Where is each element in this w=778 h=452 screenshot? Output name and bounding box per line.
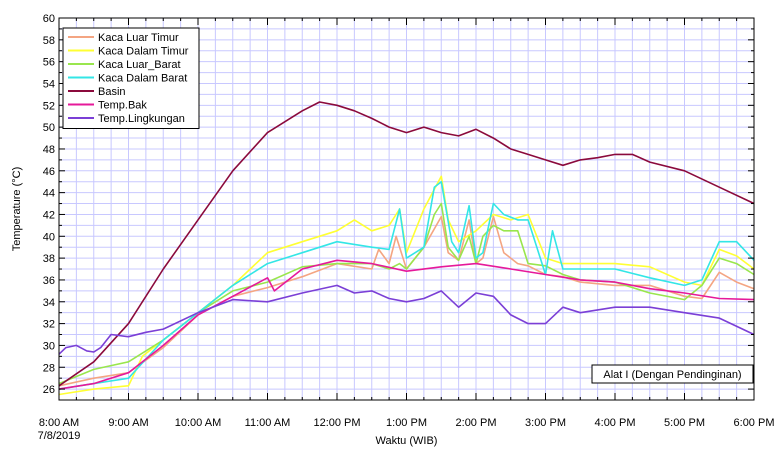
y-tick-label: 52 xyxy=(43,100,55,112)
series-line xyxy=(58,202,755,385)
x-tick-label: 2:00 PM xyxy=(456,417,497,429)
legend-entry: Kaca Luar_Barat xyxy=(98,59,181,71)
y-tick-label: 40 xyxy=(43,231,55,243)
y-tick-label: 44 xyxy=(43,188,55,200)
y-tick-label: 28 xyxy=(43,362,55,374)
legend-entry: Temp.Lingkungan xyxy=(98,113,185,125)
y-tick-label: 46 xyxy=(43,166,55,178)
x-axis-date-label: 7/8/2019 xyxy=(38,430,81,442)
y-tick-label: 60 xyxy=(43,13,55,25)
x-tick-label: 10:00 AM xyxy=(175,417,221,429)
x-tick-label: 1:00 PM xyxy=(386,417,427,429)
legend-entry: Basin xyxy=(98,86,126,98)
annotation: Alat I (Dengan Pendinginan) xyxy=(591,364,754,384)
x-tick-label: 9:00 AM xyxy=(108,417,148,429)
y-tick-label: 56 xyxy=(43,57,55,69)
x-tick-label: 8:00 AM xyxy=(39,417,79,429)
y-tick-label: 38 xyxy=(43,253,55,265)
annotation-text: Alat I (Dengan Pendinginan) xyxy=(603,369,741,381)
y-axis-title: Temperature (°C) xyxy=(11,167,23,251)
x-tick-label: 12:00 PM xyxy=(313,417,360,429)
series-line xyxy=(58,284,755,355)
y-tick-label: 58 xyxy=(43,35,55,47)
y-tick-label: 36 xyxy=(43,275,55,287)
y-tick-label: 50 xyxy=(43,122,55,134)
series-lines xyxy=(58,101,755,396)
x-axis-title: Waktu (WIB) xyxy=(376,435,438,447)
x-tick-label: 4:00 PM xyxy=(595,417,636,429)
legend-entry: Temp.Bak xyxy=(98,100,147,112)
x-tick-label: 11:00 AM xyxy=(245,417,291,429)
series-line xyxy=(58,259,755,390)
x-tick-label: 5:00 PM xyxy=(664,417,705,429)
legend-entry: Kaca Dalam Timur xyxy=(98,46,189,58)
y-tick-label: 48 xyxy=(43,144,55,156)
y-tick-label: 26 xyxy=(43,384,55,396)
y-tick-label: 34 xyxy=(43,297,55,309)
y-axis: 26 28 30 32 34 36 38 40 42 44 46 48 50 52 54 56 58 60 xyxy=(43,13,754,396)
x-tick-label: 3:00 PM xyxy=(525,417,566,429)
y-tick-label: 30 xyxy=(43,340,55,352)
x-axis: 8:00 AM 9:00 AM 10:00 AM 11:00 AM 12:00 PM 1:… xyxy=(39,18,775,429)
y-tick-label: 54 xyxy=(43,78,55,90)
series-line xyxy=(58,180,755,390)
annotation-box xyxy=(591,364,754,384)
legend-entry: Kaca Luar Timur xyxy=(98,32,179,44)
x-tick-label: 6:00 PM xyxy=(734,417,775,429)
legend-entry: Kaca Dalam Barat xyxy=(98,73,187,85)
series-line xyxy=(58,101,755,387)
y-tick-label: 42 xyxy=(43,209,55,221)
y-tick-label: 32 xyxy=(43,319,55,331)
